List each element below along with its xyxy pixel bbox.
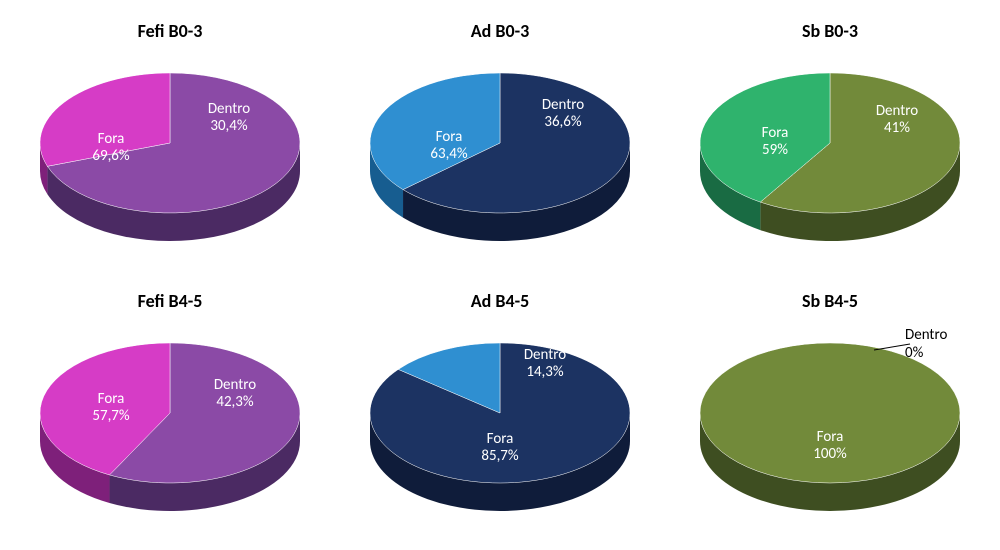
chart-cell: Fefi B4-5 Fora57,7%Dentro42,3% (10, 290, 330, 530)
chart-cell: Sb B4-5 Fora100%Dentro0% (670, 290, 990, 530)
chart-title: Fefi B0-3 (138, 20, 203, 42)
chart-title: Fefi B4-5 (138, 290, 203, 312)
chart-cell: Fefi B0-3 Fora69,6%Dentro30,4% (10, 20, 330, 260)
pie-chart: Fora100%Dentro0% (675, 318, 985, 518)
pie-chart: Fora57,7%Dentro42,3% (15, 318, 325, 518)
chart-cell: Sb B0-3 Fora59%Dentro41% (670, 20, 990, 260)
chart-title: Sb B4-5 (802, 290, 858, 312)
pie-chart: Fora59%Dentro41% (675, 48, 985, 248)
chart-title: Ad B4-5 (471, 290, 529, 312)
chart-title: Sb B0-3 (802, 20, 858, 42)
chart-title: Ad B0-3 (471, 20, 529, 42)
chart-cell: Ad B4-5 Fora85,7%Dentro14,3% (340, 290, 660, 530)
chart-cell: Ad B0-3 Fora63,4%Dentro36,6% (340, 20, 660, 260)
pie-chart-grid: Fefi B0-3 Fora69,6%Dentro30,4% Ad B0-3 Fora… (10, 20, 990, 530)
slice-callout-label: Dentro0% (905, 326, 947, 362)
pie-chart: Fora85,7%Dentro14,3% (345, 318, 655, 518)
pie-chart: Fora63,4%Dentro36,6% (345, 48, 655, 248)
pie-chart: Fora69,6%Dentro30,4% (15, 48, 325, 248)
